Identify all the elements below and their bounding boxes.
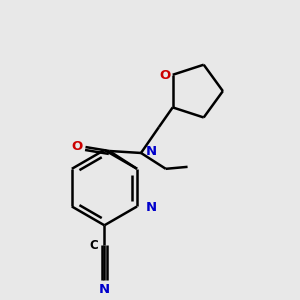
Text: O: O: [71, 140, 82, 152]
Text: N: N: [146, 146, 157, 158]
Text: N: N: [99, 283, 110, 296]
Text: O: O: [159, 69, 170, 82]
Text: N: N: [146, 201, 157, 214]
Text: C: C: [90, 238, 98, 252]
